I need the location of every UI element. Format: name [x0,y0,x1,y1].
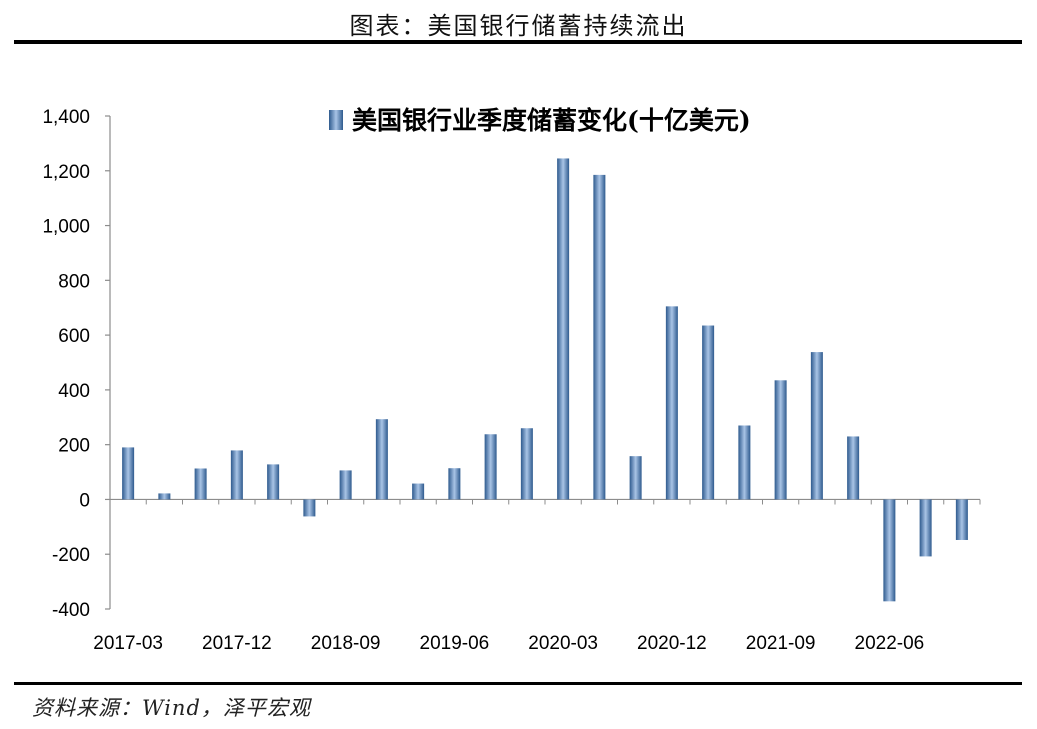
bar-2018-09 [339,470,352,500]
bar-2022-12 [955,499,968,540]
bar-2019-06 [448,468,461,500]
y-tick-label: 1,000 [42,217,90,238]
bar-2020-06 [593,174,606,500]
source-note: 资料来源：Wind，泽平宏观 [32,696,311,720]
x-tick-label: 2020-12 [637,633,707,654]
y-tick-label: 600 [58,326,90,347]
top-rule [14,40,1022,44]
bar-2020-03 [557,158,570,500]
y-tick-label: 1,200 [42,162,90,183]
y-tick-label: 800 [58,271,90,292]
bar-2020-09 [629,456,642,500]
y-tick-label: 200 [58,436,90,457]
chart-legend: 美国银行业季度储蓄变化(十亿美元) [329,106,751,135]
x-tick-label: 2018-09 [311,633,381,654]
bar-2019-09 [484,434,497,500]
x-tick-label: 2021-09 [746,633,816,654]
legend-label: 美国银行业季度储蓄变化(十亿美元) [352,106,751,135]
bar-2020-12 [665,306,678,500]
bar-2022-06 [883,499,896,602]
bar-2021-12 [810,352,823,500]
bar-2017-03 [122,447,135,500]
legend-swatch [329,110,343,130]
bar-2018-06 [303,499,316,517]
x-tick-label: 2017-12 [202,633,272,654]
x-tick-label: 2017-03 [93,633,163,654]
y-tick-label: 1,400 [42,107,90,128]
x-tick-label: 2019-06 [420,633,490,654]
bar-2019-03 [412,483,425,500]
y-tick-label: 400 [58,381,90,402]
bar-2021-03 [702,325,715,500]
bar-2017-12 [230,450,243,500]
figure-title: 图表：美国银行储蓄持续流出 [349,12,688,40]
x-tick-label: 2022-06 [855,633,925,654]
bar-2019-12 [520,428,533,500]
y-tick-label: 0 [79,490,90,511]
bar-2017-06 [158,493,171,500]
y-tick-label: -200 [52,545,90,566]
bottom-rule [14,682,1022,685]
y-tick-label: -400 [52,600,90,621]
bar-2018-03 [267,464,280,500]
bar-2017-09 [194,468,207,500]
bar-2021-09 [774,380,787,500]
x-tick-label: 2020-03 [528,633,598,654]
bar-2018-12 [375,419,388,500]
bar-2022-03 [847,436,860,500]
bar-2021-06 [738,425,751,500]
bar-2022-09 [919,499,932,557]
